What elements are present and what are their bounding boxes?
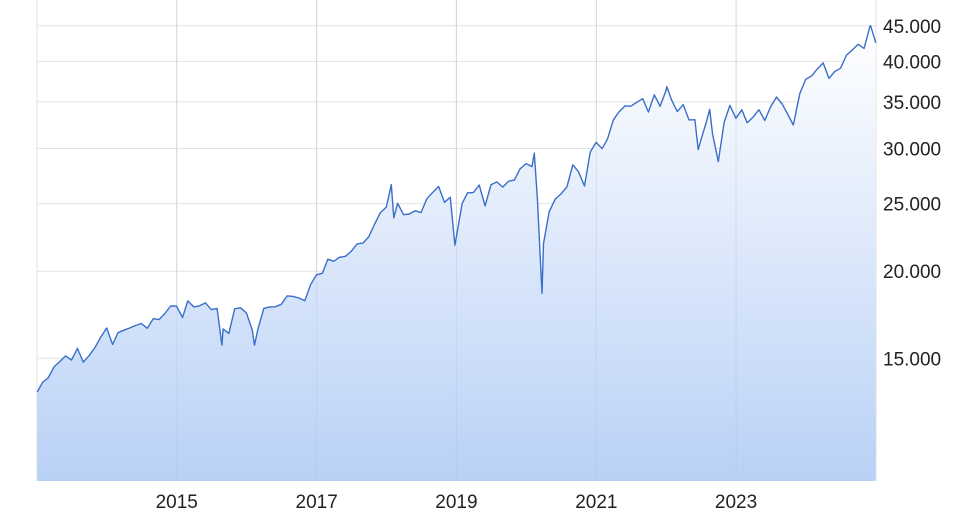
y-tick-label: 20.000 — [883, 262, 941, 283]
x-tick-label: 2015 — [156, 492, 198, 513]
y-tick-label: 25.000 — [883, 195, 941, 216]
y-tick-label: 35.000 — [883, 93, 941, 114]
x-tick-label: 2019 — [435, 492, 477, 513]
y-axis-tick-labels: 15.000 20.000 25.000 30.000 35.000 40.000 45.0… — [883, 17, 941, 371]
series-line — [36, 25, 877, 393]
y-tick-label: 30.000 — [883, 139, 941, 160]
y-tick-label: 40.000 — [883, 52, 941, 73]
x-tick-label: 2017 — [296, 492, 338, 513]
y-tick-label: 15.000 — [883, 349, 941, 370]
x-axis-tick-labels: 2015 2017 2019 2021 2023 — [156, 492, 758, 513]
x-tick-label: 2023 — [715, 492, 757, 513]
vertical-gridlines-over-fill — [176, 0, 737, 481]
y-tick-label: 45.000 — [883, 17, 941, 38]
area-fill — [37, 25, 876, 481]
x-tick-label: 2021 — [575, 492, 617, 513]
